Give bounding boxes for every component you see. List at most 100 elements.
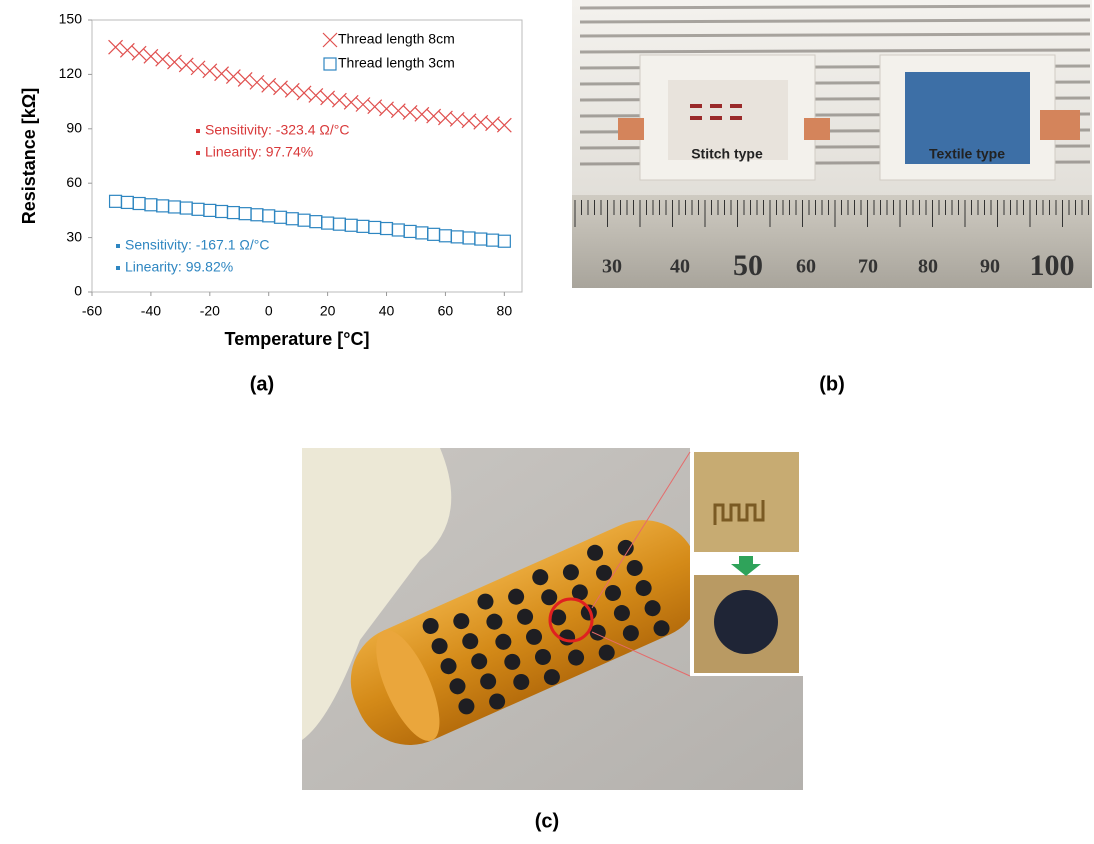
marker-square [132,196,146,211]
marker-square [497,234,511,248]
legend-label: Thread length 8cm [338,31,455,47]
sensor-dot [644,600,661,617]
sensor-dot [449,678,466,695]
marker-square [144,198,158,212]
photo-c [302,448,803,790]
marker-square [485,233,500,247]
marker-x [473,114,489,130]
ruler-number: 60 [796,256,816,278]
sensor-dot [440,658,457,675]
marker-square [273,210,288,224]
annotation: Linearity: 97.74% [205,144,313,160]
marker-square [250,208,264,222]
marker-x [214,66,230,82]
x-tick-label: 40 [379,303,395,319]
y-tick-label: 60 [66,174,82,190]
sensor-dot [489,693,506,710]
annotation: Linearity: 99.82% [125,259,233,275]
ruler-number: 40 [670,256,690,278]
panel-label: (b) [819,373,845,395]
sensor-dot [480,673,497,690]
sensor-dot [458,698,475,715]
y-tick-label: 120 [59,65,83,81]
marker-square [120,195,134,210]
photo-label: Stitch type [691,146,763,162]
sensor-dot [517,608,534,625]
marker-x [155,51,171,67]
marker-x [438,110,453,126]
marker-x [190,60,206,76]
sensor-dot [526,628,543,645]
x-axis-label: Temperature [°C] [225,329,370,349]
marker-square [403,224,417,239]
sensor-dot [653,620,670,637]
sensor-dot [613,605,630,622]
sensor-dot [471,653,488,670]
marker-x [284,82,300,98]
marker-square [356,219,370,233]
x-tick-label: -20 [200,303,220,319]
marker-x [249,74,265,90]
sensor-dot [422,617,439,634]
x-tick-label: 60 [438,303,454,319]
annotation-bullet [116,266,120,270]
marker-x [461,113,477,129]
sensor-dot [617,539,634,556]
x-tick-label: 0 [265,303,273,319]
marker-x [167,54,182,70]
panel-label: (c) [535,810,559,832]
x-tick-label: -60 [82,303,102,319]
marker-x [261,77,277,93]
marker-x [296,85,312,101]
sensor-dot [598,644,615,661]
sensor-dot [431,638,448,655]
ruler-number: 100 [1030,249,1075,282]
marker-square [391,223,405,237]
x-tick-label: 20 [320,303,336,319]
sensor-dot [543,669,560,686]
sensor-dot [626,559,643,576]
x-tick-label: -40 [141,303,161,319]
marker-square [214,204,229,219]
marker-x [496,117,512,133]
ruler-number: 90 [980,256,1000,278]
marker-square [309,215,323,229]
ruler-number: 30 [602,256,622,278]
sensor-dot [534,648,551,665]
annotation: Sensitivity: -167.1 Ω/°C [125,237,269,253]
sensor-dot [596,564,613,581]
y-axis-label: Resistance [kΩ] [19,88,39,225]
marker-x [322,32,338,48]
annotation-bullet [116,244,120,248]
sensor-dot [571,584,588,601]
sensor-dot [568,649,585,666]
sensor-dot [462,633,479,650]
plot-frame [91,19,523,293]
x-tick-label: 80 [497,303,513,319]
marker-x [273,80,288,96]
photo-b [572,0,1092,288]
sensor-dot [453,613,470,630]
annotation-bullet [196,129,200,133]
annotation: Sensitivity: -323.4 Ω/°C [205,122,349,138]
marker-square [179,201,193,215]
sensor-dot [604,584,621,601]
marker-square [108,194,123,208]
marker-square [156,199,170,213]
marker-square [379,221,394,236]
sensor-dot [532,569,549,586]
marker-square [238,207,252,221]
marker-square [285,212,299,226]
annotation-bullet [196,151,200,155]
photo-label: Textile type [929,146,1005,162]
sensor-dot [587,544,604,561]
marker-x [108,39,123,55]
sensor-dot [513,673,530,690]
marker-square [226,205,240,220]
marker-x [225,69,241,85]
marker-square [462,231,476,245]
ruler-number: 80 [918,256,938,278]
marker-x [308,88,324,103]
marker-square [344,218,358,232]
